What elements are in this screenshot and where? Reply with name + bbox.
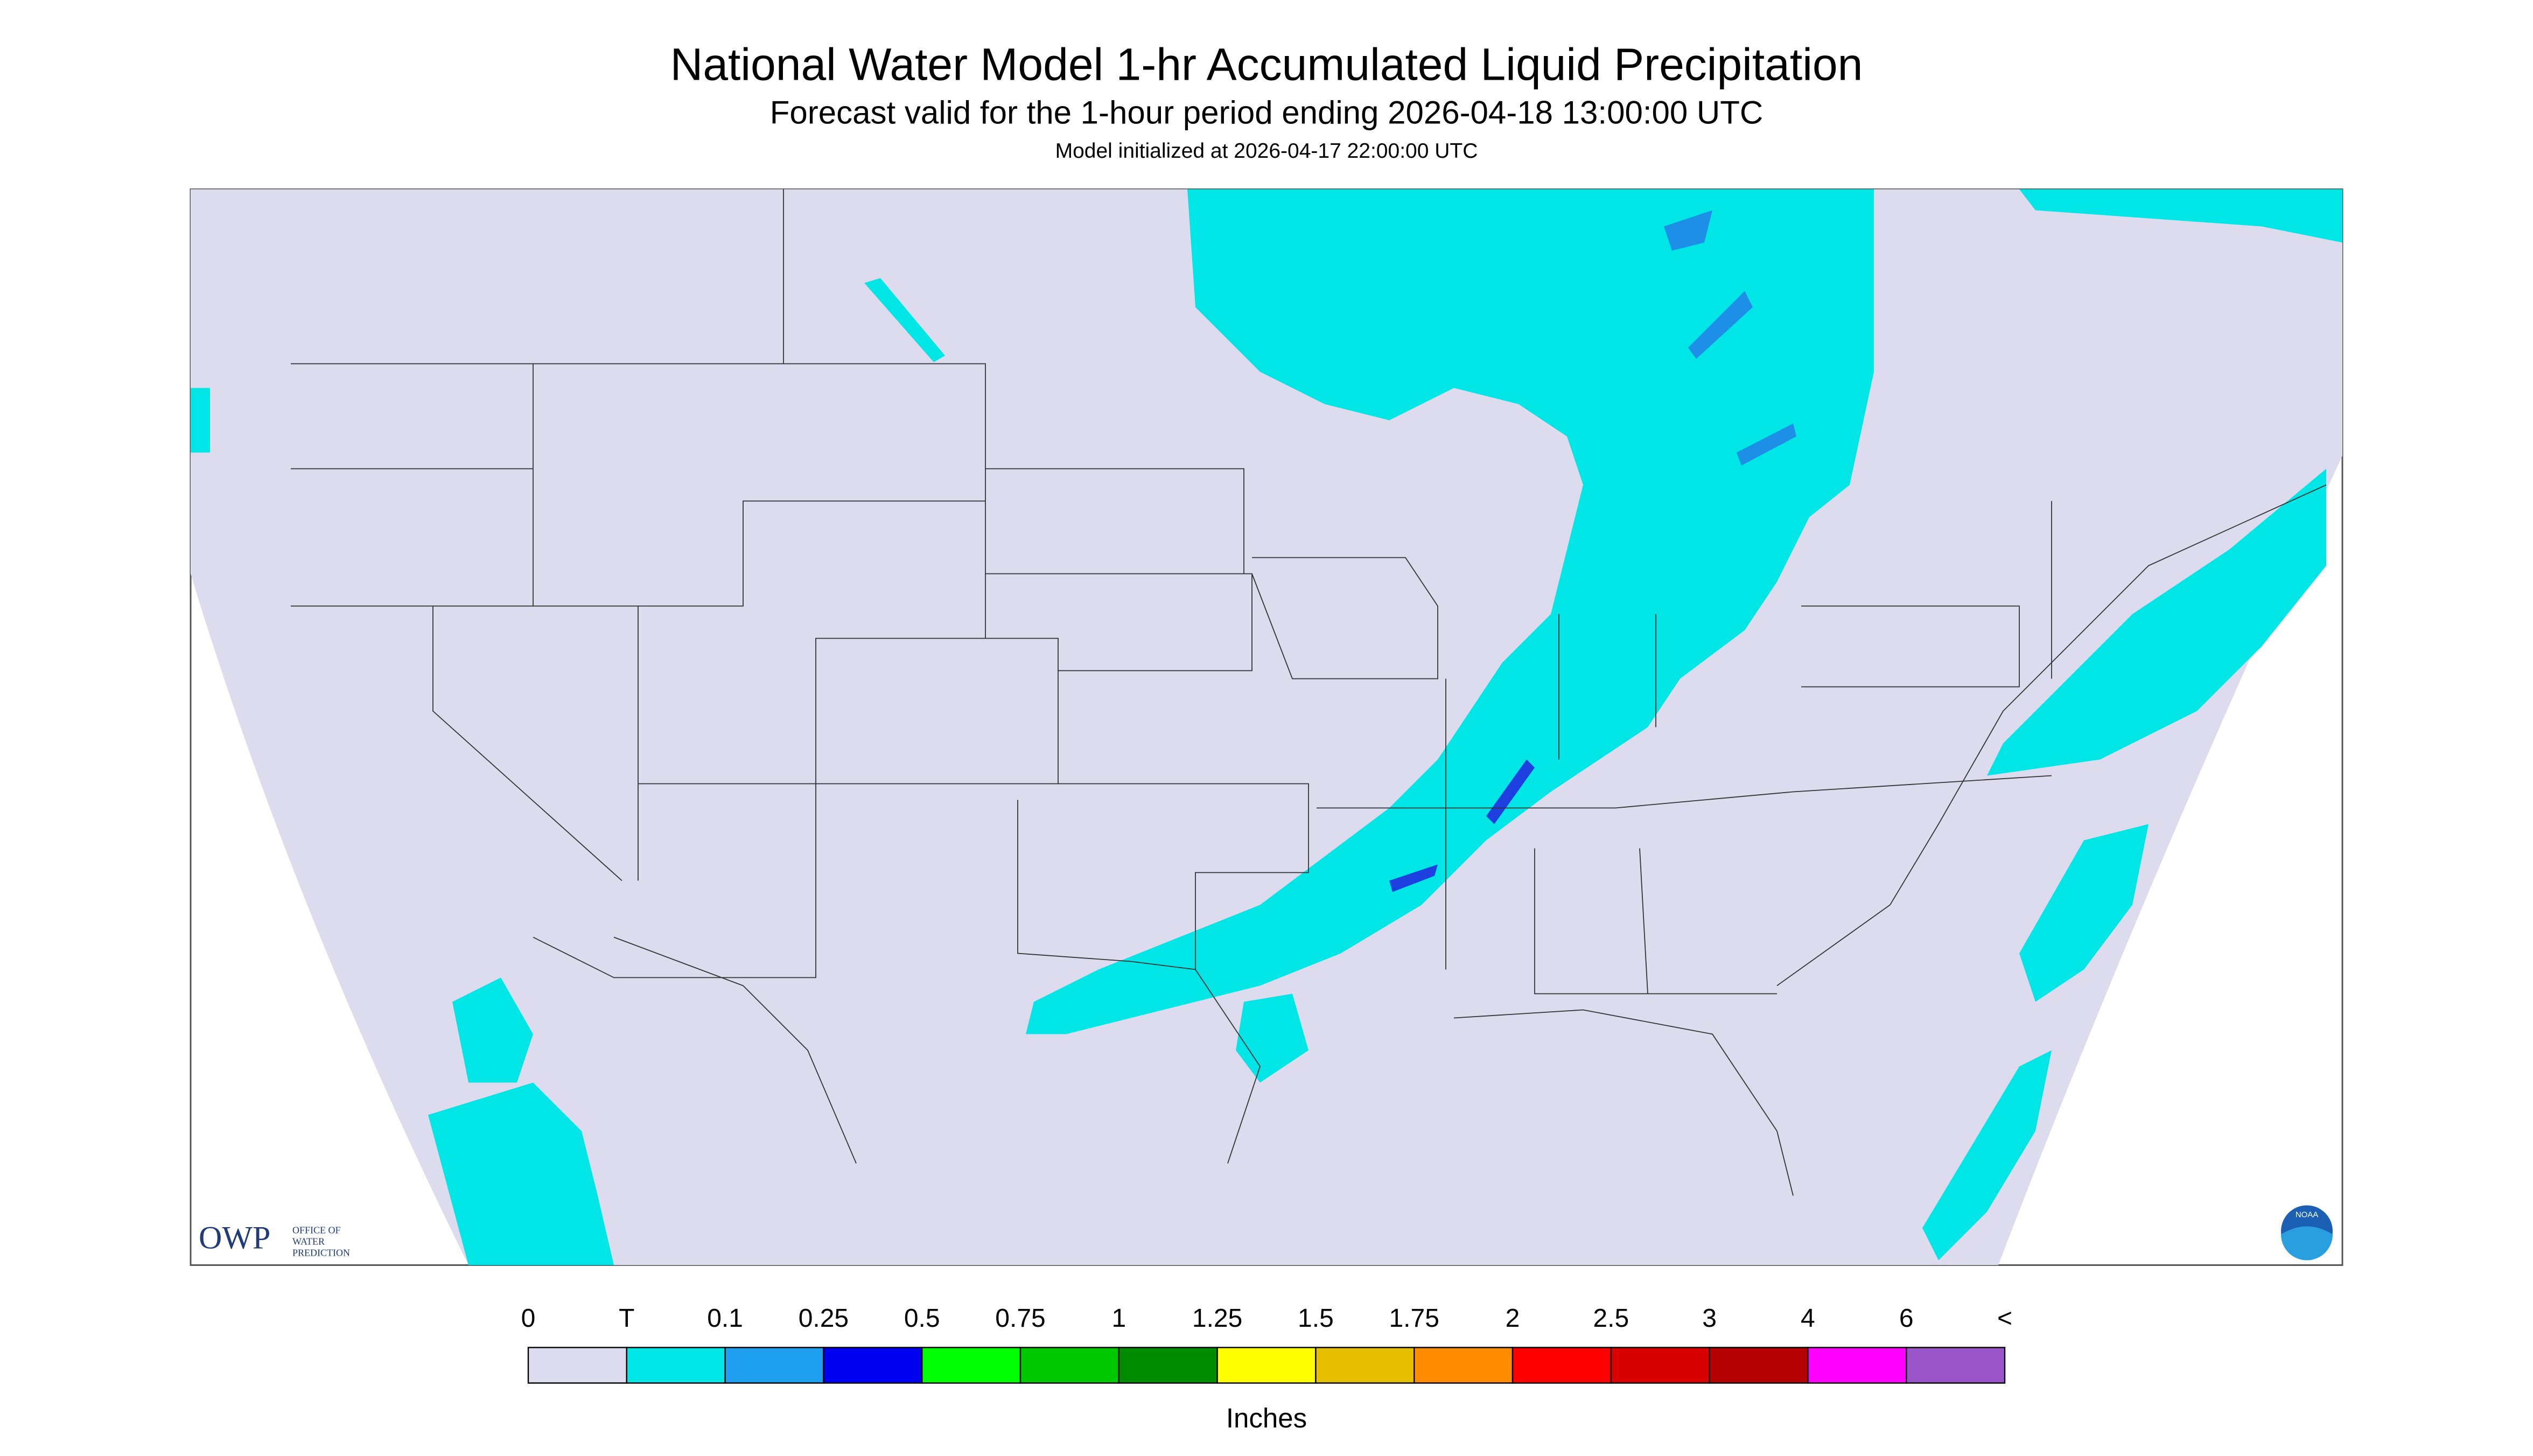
precip-area <box>1922 1050 2052 1261</box>
logo-office: PREDICTION <box>292 1248 350 1258</box>
precip-area <box>864 278 945 362</box>
legend-swatch <box>1414 1347 1514 1384</box>
legend-label: 0 <box>521 1304 536 1333</box>
legend-label: 2.5 <box>1593 1304 1629 1333</box>
title: National Water Model 1-hr Accumulated Li… <box>670 39 1863 90</box>
legend-label: 4 <box>1801 1304 1815 1333</box>
precip-area <box>1026 189 1874 1034</box>
legend-swatch <box>1118 1347 1218 1384</box>
legend-label: 1 <box>1111 1304 1126 1333</box>
legend-swatch <box>823 1347 923 1384</box>
subtitle: Forecast valid for the 1-hour period end… <box>770 94 1763 130</box>
precip-area <box>2019 189 2342 243</box>
legend-label: 0.5 <box>904 1304 940 1333</box>
legend-swatch <box>1709 1347 1809 1384</box>
legend: 0 T 0.1 0.25 0.5 0.75 1 1.25 1.5 1.75 2 2.5 3 4 6 < <box>521 1304 2012 1384</box>
noaa-emblem-wave <box>2281 1226 2333 1261</box>
legend-swatch <box>527 1347 628 1384</box>
init-time: Model initialized at 2026-04-17 22:00:00… <box>1055 139 1478 163</box>
legend-swatch <box>1610 1347 1710 1384</box>
precip-heavy <box>1664 210 1712 251</box>
legend-swatch <box>921 1347 1021 1384</box>
precip-heavy <box>1737 423 1796 466</box>
legend-swatch <box>1019 1347 1120 1384</box>
precip-area <box>2019 824 2149 1002</box>
logo-owp: OWP <box>199 1220 270 1255</box>
legend-swatch <box>1216 1347 1317 1384</box>
legend-label: 1.5 <box>1298 1304 1334 1333</box>
precip-heavy <box>1688 291 1753 359</box>
legend-label: 0.1 <box>707 1304 743 1333</box>
legend-swatch <box>724 1347 824 1384</box>
legend-label: 0.75 <box>995 1304 1045 1333</box>
legend-label: 1.75 <box>1389 1304 1439 1333</box>
precip-area <box>1987 468 2326 776</box>
legend-unit: Inches <box>1226 1403 1307 1433</box>
precip-heavier <box>1389 864 1438 892</box>
logo-office: WATER <box>292 1236 325 1247</box>
legend-label: < <box>1997 1304 2012 1333</box>
precip-area <box>1236 993 1309 1083</box>
legend-label: 6 <box>1899 1304 1914 1333</box>
precip-area <box>428 1082 614 1265</box>
precipitation <box>191 189 2342 1265</box>
legend-swatch <box>1315 1347 1415 1384</box>
legend-label: 3 <box>1702 1304 1717 1333</box>
legend-swatch <box>1905 1347 2006 1384</box>
noaa-label: NOAA <box>2296 1210 2319 1219</box>
map: OWP OFFICE OF WATER PREDICTION NOAA <box>190 188 2343 1266</box>
legend-label: 2 <box>1506 1304 1520 1333</box>
precip-area <box>452 977 533 1083</box>
logo-office: OFFICE OF <box>292 1225 341 1236</box>
coastline <box>613 484 2327 1196</box>
state-boundaries <box>291 189 2327 1196</box>
legend-label: 1.25 <box>1192 1304 1242 1333</box>
legend-label: T <box>619 1304 634 1333</box>
legend-swatch <box>1512 1347 1612 1384</box>
legend-swatch <box>626 1347 726 1384</box>
precip-area <box>191 388 210 453</box>
state-lines <box>291 189 2052 995</box>
legend-swatch <box>1807 1347 1907 1384</box>
legend-label: 0.25 <box>799 1304 849 1333</box>
